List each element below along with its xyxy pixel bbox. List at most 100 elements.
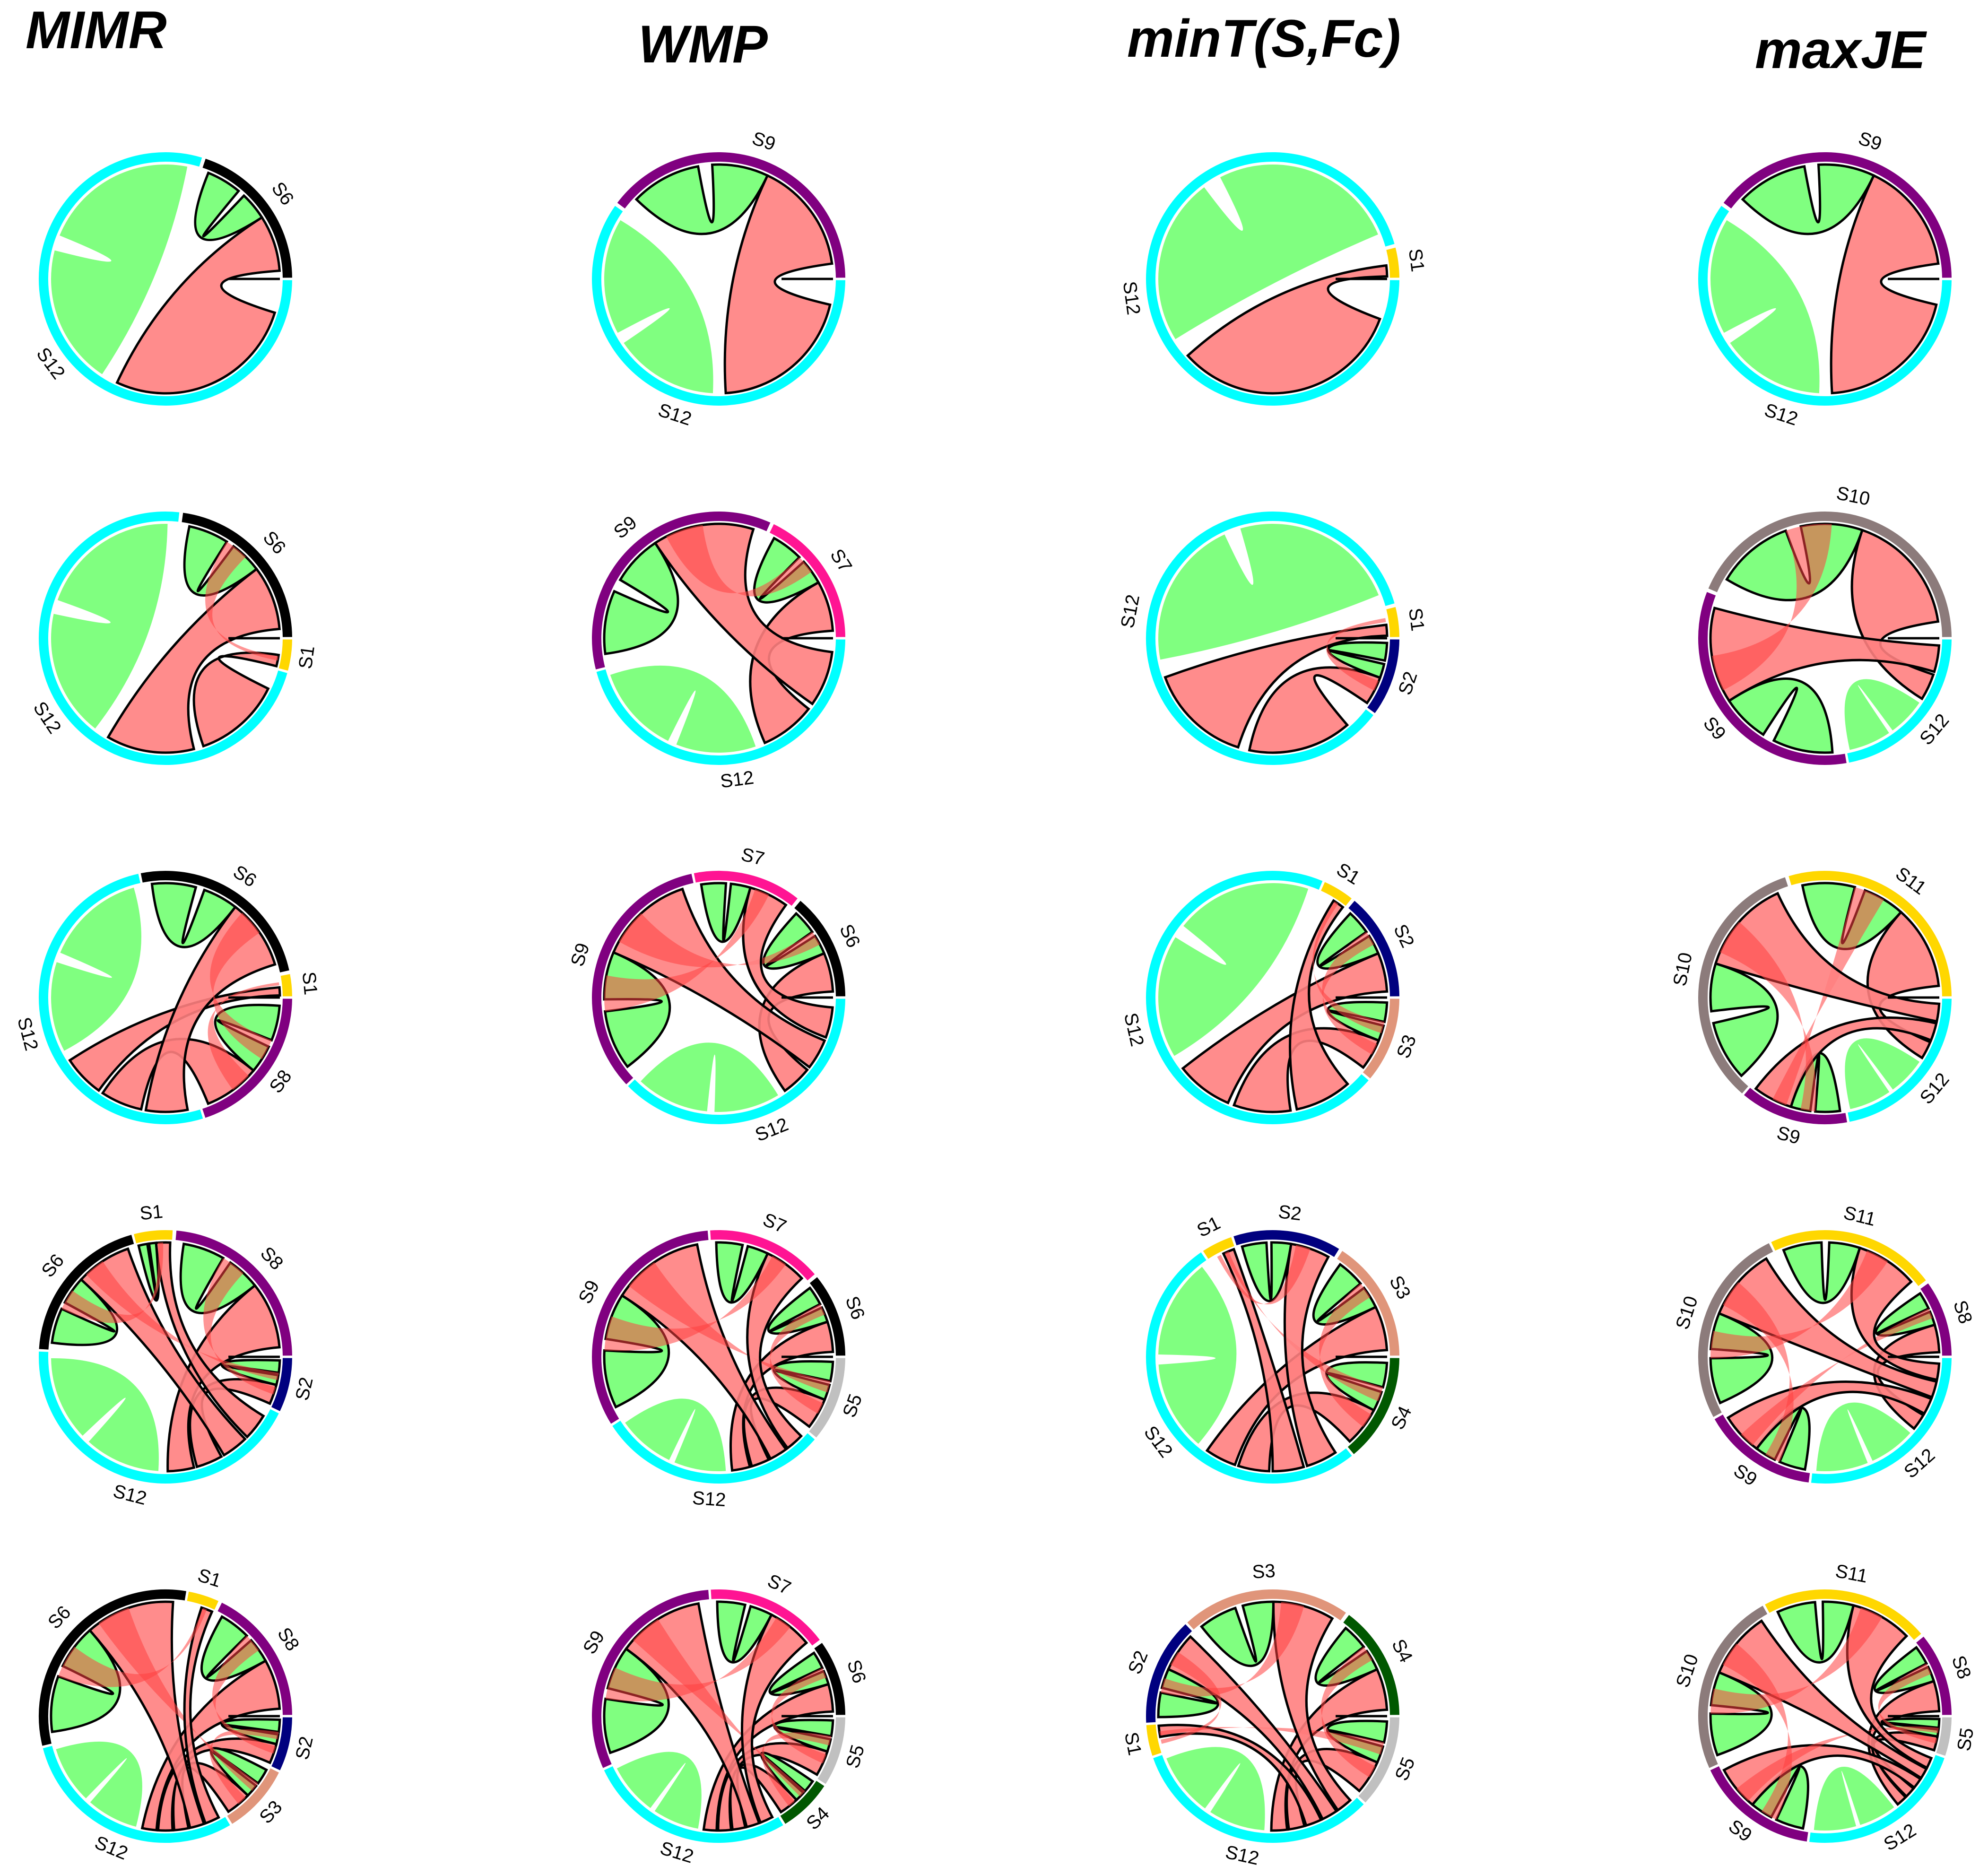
sector-label-s11: S11 — [1834, 1561, 1869, 1587]
chord-ribbon — [137, 1241, 160, 1302]
chord-ribbon — [1312, 1263, 1378, 1326]
chord-ribbon — [1285, 1748, 1379, 1831]
sector-label-s10: S10 — [1672, 1293, 1702, 1332]
sector-s1 — [1320, 882, 1352, 906]
chord-ribbon — [1741, 163, 1875, 235]
sector-label-s1: S1 — [1405, 247, 1428, 273]
sector-s7 — [710, 1230, 815, 1281]
chord-ribbon — [212, 1635, 276, 1754]
sector-s2 — [271, 1717, 292, 1771]
sector-s3 — [1187, 1589, 1346, 1630]
chord-ribbon — [209, 1729, 279, 1805]
chord-ribbon — [1776, 1600, 1855, 1664]
chord-ribbon — [208, 982, 279, 1090]
sector-label-s12: S12 — [1120, 1011, 1148, 1048]
sector-s3 — [227, 1768, 279, 1824]
chord-ribbon — [1736, 1726, 1939, 1801]
sector-s1 — [280, 974, 292, 997]
chord-ribbon — [1158, 1267, 1237, 1444]
sector-label-s2: S2 — [1395, 669, 1422, 697]
chord-ribbon — [633, 1619, 805, 1797]
sector-label-s12: S12 — [719, 767, 755, 792]
chord-ribbon — [1719, 921, 1816, 1112]
chord-ribbon — [1241, 1241, 1293, 1302]
chord-ribbon — [746, 1252, 804, 1450]
sector-label-s1: S1 — [195, 1565, 224, 1592]
chord-panel-0-4: S8 S2 S3 S12 S6 S1 — [39, 1565, 317, 1864]
chord-ribbon — [1814, 1767, 1894, 1831]
chord-ribbon — [616, 1752, 702, 1829]
chord-ribbon — [1224, 1251, 1383, 1402]
chord-ribbon — [610, 665, 756, 753]
chord-ribbon — [641, 1042, 778, 1112]
chord-ribbon — [106, 567, 281, 754]
sector-s9 — [1744, 1087, 1847, 1124]
chord-ribbon — [1709, 962, 1779, 1078]
chord-ribbon — [1322, 932, 1378, 1055]
sector-label-s8: S8 — [1948, 1653, 1975, 1682]
sector-label-s9: S9 — [579, 1627, 609, 1658]
sector-s9 — [1714, 1415, 1810, 1483]
chord-panel-1-1: S7 S12 S9 — [592, 512, 856, 792]
sector-s6 — [39, 1234, 134, 1350]
sector-s12 — [1146, 152, 1399, 406]
sector-label-s2: S2 — [1124, 1648, 1152, 1677]
sector-label-s6: S6 — [44, 1602, 75, 1633]
chord-ribbon — [603, 541, 679, 655]
chord-ribbon — [144, 905, 277, 1113]
chord-ribbon — [1186, 264, 1389, 395]
sector-s2 — [1348, 901, 1399, 997]
chord-ribbon — [1710, 1607, 1883, 1714]
chord-ribbon — [200, 1615, 268, 1682]
chord-ribbon — [1846, 1604, 1933, 1770]
chord-ribbon — [179, 1242, 257, 1314]
column-title-mint: minT(S,Fc) — [1127, 9, 1401, 68]
chord-ribbon — [1850, 1246, 1941, 1381]
sector-s6 — [794, 901, 845, 997]
sector-label-s7: S7 — [739, 844, 766, 869]
sector-s9 — [1723, 152, 1952, 278]
chord-panel-2-1: S1 S2 S12 — [1117, 512, 1428, 765]
sector-label-s12: S12 — [656, 399, 694, 430]
sector-s1 — [134, 1230, 173, 1243]
sector-s12 — [1848, 998, 1952, 1122]
chord-ribbon — [192, 651, 280, 748]
chord-ribbon — [1289, 899, 1350, 1111]
sector-label-s12: S12 — [692, 1488, 727, 1511]
chord-ribbon — [194, 171, 264, 242]
sector-label-s12: S12 — [1762, 399, 1800, 430]
sector-label-s12: S12 — [1224, 1841, 1261, 1866]
chord-ribbon — [51, 165, 188, 374]
sector-s11 — [1788, 871, 1952, 997]
sector-label-s6: S6 — [229, 861, 260, 892]
sector-label-s9: S9 — [567, 941, 594, 969]
chord-ribbon — [1722, 1643, 1792, 1820]
chord-ribbon — [51, 1358, 159, 1471]
chord-ribbon — [210, 912, 272, 1059]
sector-label-s6: S6 — [841, 1293, 868, 1322]
chord-ribbon — [61, 1242, 164, 1323]
sector-label-s9: S9 — [1730, 1460, 1761, 1490]
chord-ribbon — [1327, 641, 1389, 679]
chord-ribbon — [1710, 1250, 1888, 1358]
sector-label-s1: S1 — [1405, 607, 1428, 632]
chord-ribbon — [1161, 1652, 1222, 1744]
chord-panel-1-2: S6 S12 S9 S7 — [567, 844, 864, 1146]
sector-s5 — [1358, 1717, 1399, 1803]
chord-ribbon — [1722, 1744, 1922, 1806]
sector-s5 — [809, 1358, 845, 1438]
sector-s5 — [817, 1717, 845, 1784]
sector-s12 — [604, 1766, 783, 1843]
sector-label-s8: S8 — [273, 1624, 303, 1655]
chord-ribbon — [1782, 1241, 1862, 1304]
chord-ribbon — [1272, 1600, 1352, 1812]
chord-ribbon — [634, 163, 769, 235]
chord-ribbon — [1873, 1646, 1936, 1694]
